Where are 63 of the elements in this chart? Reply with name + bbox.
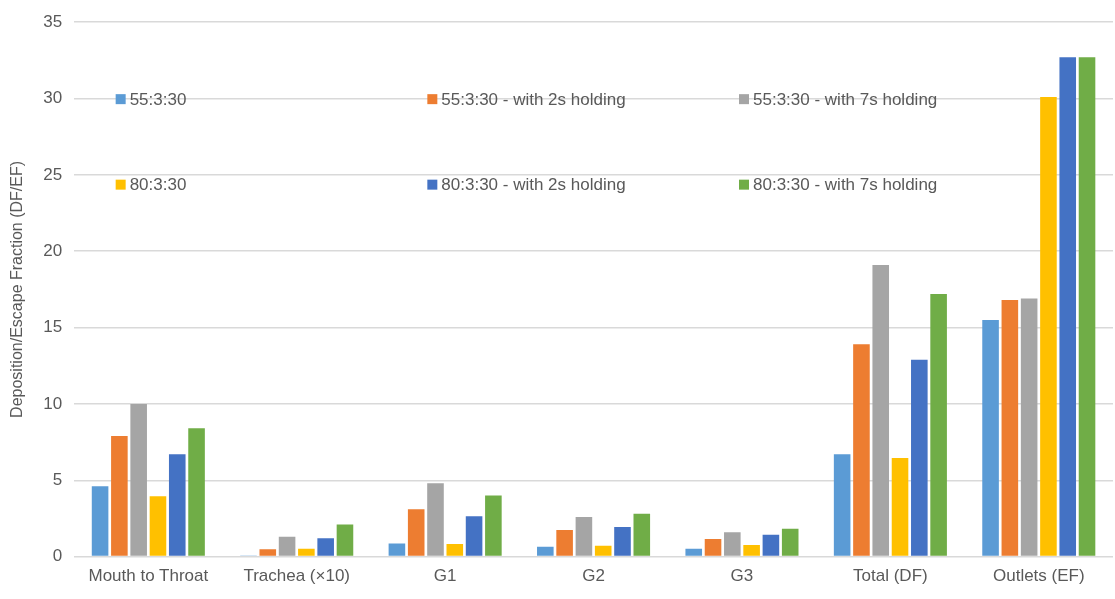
bar xyxy=(130,403,147,556)
bar xyxy=(724,532,741,556)
bar xyxy=(891,458,909,556)
y-tick-label: 35 xyxy=(43,11,63,31)
bar xyxy=(762,534,780,556)
bar xyxy=(833,454,851,556)
bar xyxy=(537,546,554,556)
x-tick-label: Mouth to Throat xyxy=(88,566,209,586)
bar xyxy=(149,496,167,556)
bar xyxy=(704,539,722,556)
bar xyxy=(1001,300,1019,556)
bar xyxy=(111,435,128,556)
legend-label: 80:3:30 xyxy=(129,175,187,195)
x-tick-label: G3 xyxy=(730,566,754,586)
bar xyxy=(446,543,464,556)
y-tick-label: 30 xyxy=(43,88,63,108)
bar xyxy=(465,516,483,556)
bar xyxy=(259,549,277,556)
y-tick-label: 10 xyxy=(43,393,63,413)
legend-label: 80:3:30 - with 7s holding xyxy=(753,175,938,195)
bar xyxy=(388,543,406,556)
y-axis-title: Deposition/Escape Fraction (DF/EF) xyxy=(8,160,26,418)
bar xyxy=(1020,298,1038,556)
y-tick-label: 25 xyxy=(43,164,63,184)
bar xyxy=(685,548,703,556)
bar xyxy=(1040,97,1057,556)
x-tick-label: Trachea (×10) xyxy=(243,566,351,586)
bar xyxy=(594,545,612,556)
legend-label: 55:3:30 - with 2s holding xyxy=(441,89,626,109)
legend-label: 80:3:30 - with 2s holding xyxy=(441,175,626,195)
bar xyxy=(556,529,573,556)
bar xyxy=(575,516,593,556)
bar xyxy=(853,344,870,556)
bar xyxy=(317,538,334,556)
x-tick-label: Outlets (EF) xyxy=(992,566,1085,586)
y-tick-label: 5 xyxy=(52,469,63,489)
x-tick-label: Total (DF) xyxy=(853,566,928,586)
legend-label: 55:3:30 xyxy=(129,89,187,109)
bar xyxy=(982,319,999,556)
bar xyxy=(485,495,502,556)
bar xyxy=(298,548,315,556)
y-tick-label: 20 xyxy=(43,240,63,260)
y-tick-label: 15 xyxy=(43,317,63,337)
bar xyxy=(781,528,799,556)
bar xyxy=(188,428,205,556)
legend-label: 55:3:30 - with 7s holding xyxy=(753,89,938,109)
bar xyxy=(427,483,444,556)
bar xyxy=(407,509,425,556)
bar xyxy=(911,359,928,556)
bar xyxy=(91,486,109,556)
bar xyxy=(872,264,890,556)
x-tick-label: G1 xyxy=(433,566,457,586)
bar xyxy=(168,454,186,556)
bar xyxy=(743,545,760,556)
bar xyxy=(336,524,354,556)
bar xyxy=(278,536,296,556)
bar xyxy=(1059,57,1077,556)
bar xyxy=(1078,57,1096,556)
bar xyxy=(614,526,631,556)
bar xyxy=(633,513,651,556)
y-tick-label: 0 xyxy=(52,546,63,566)
x-tick-label: G2 xyxy=(582,566,605,586)
bar xyxy=(930,293,947,556)
